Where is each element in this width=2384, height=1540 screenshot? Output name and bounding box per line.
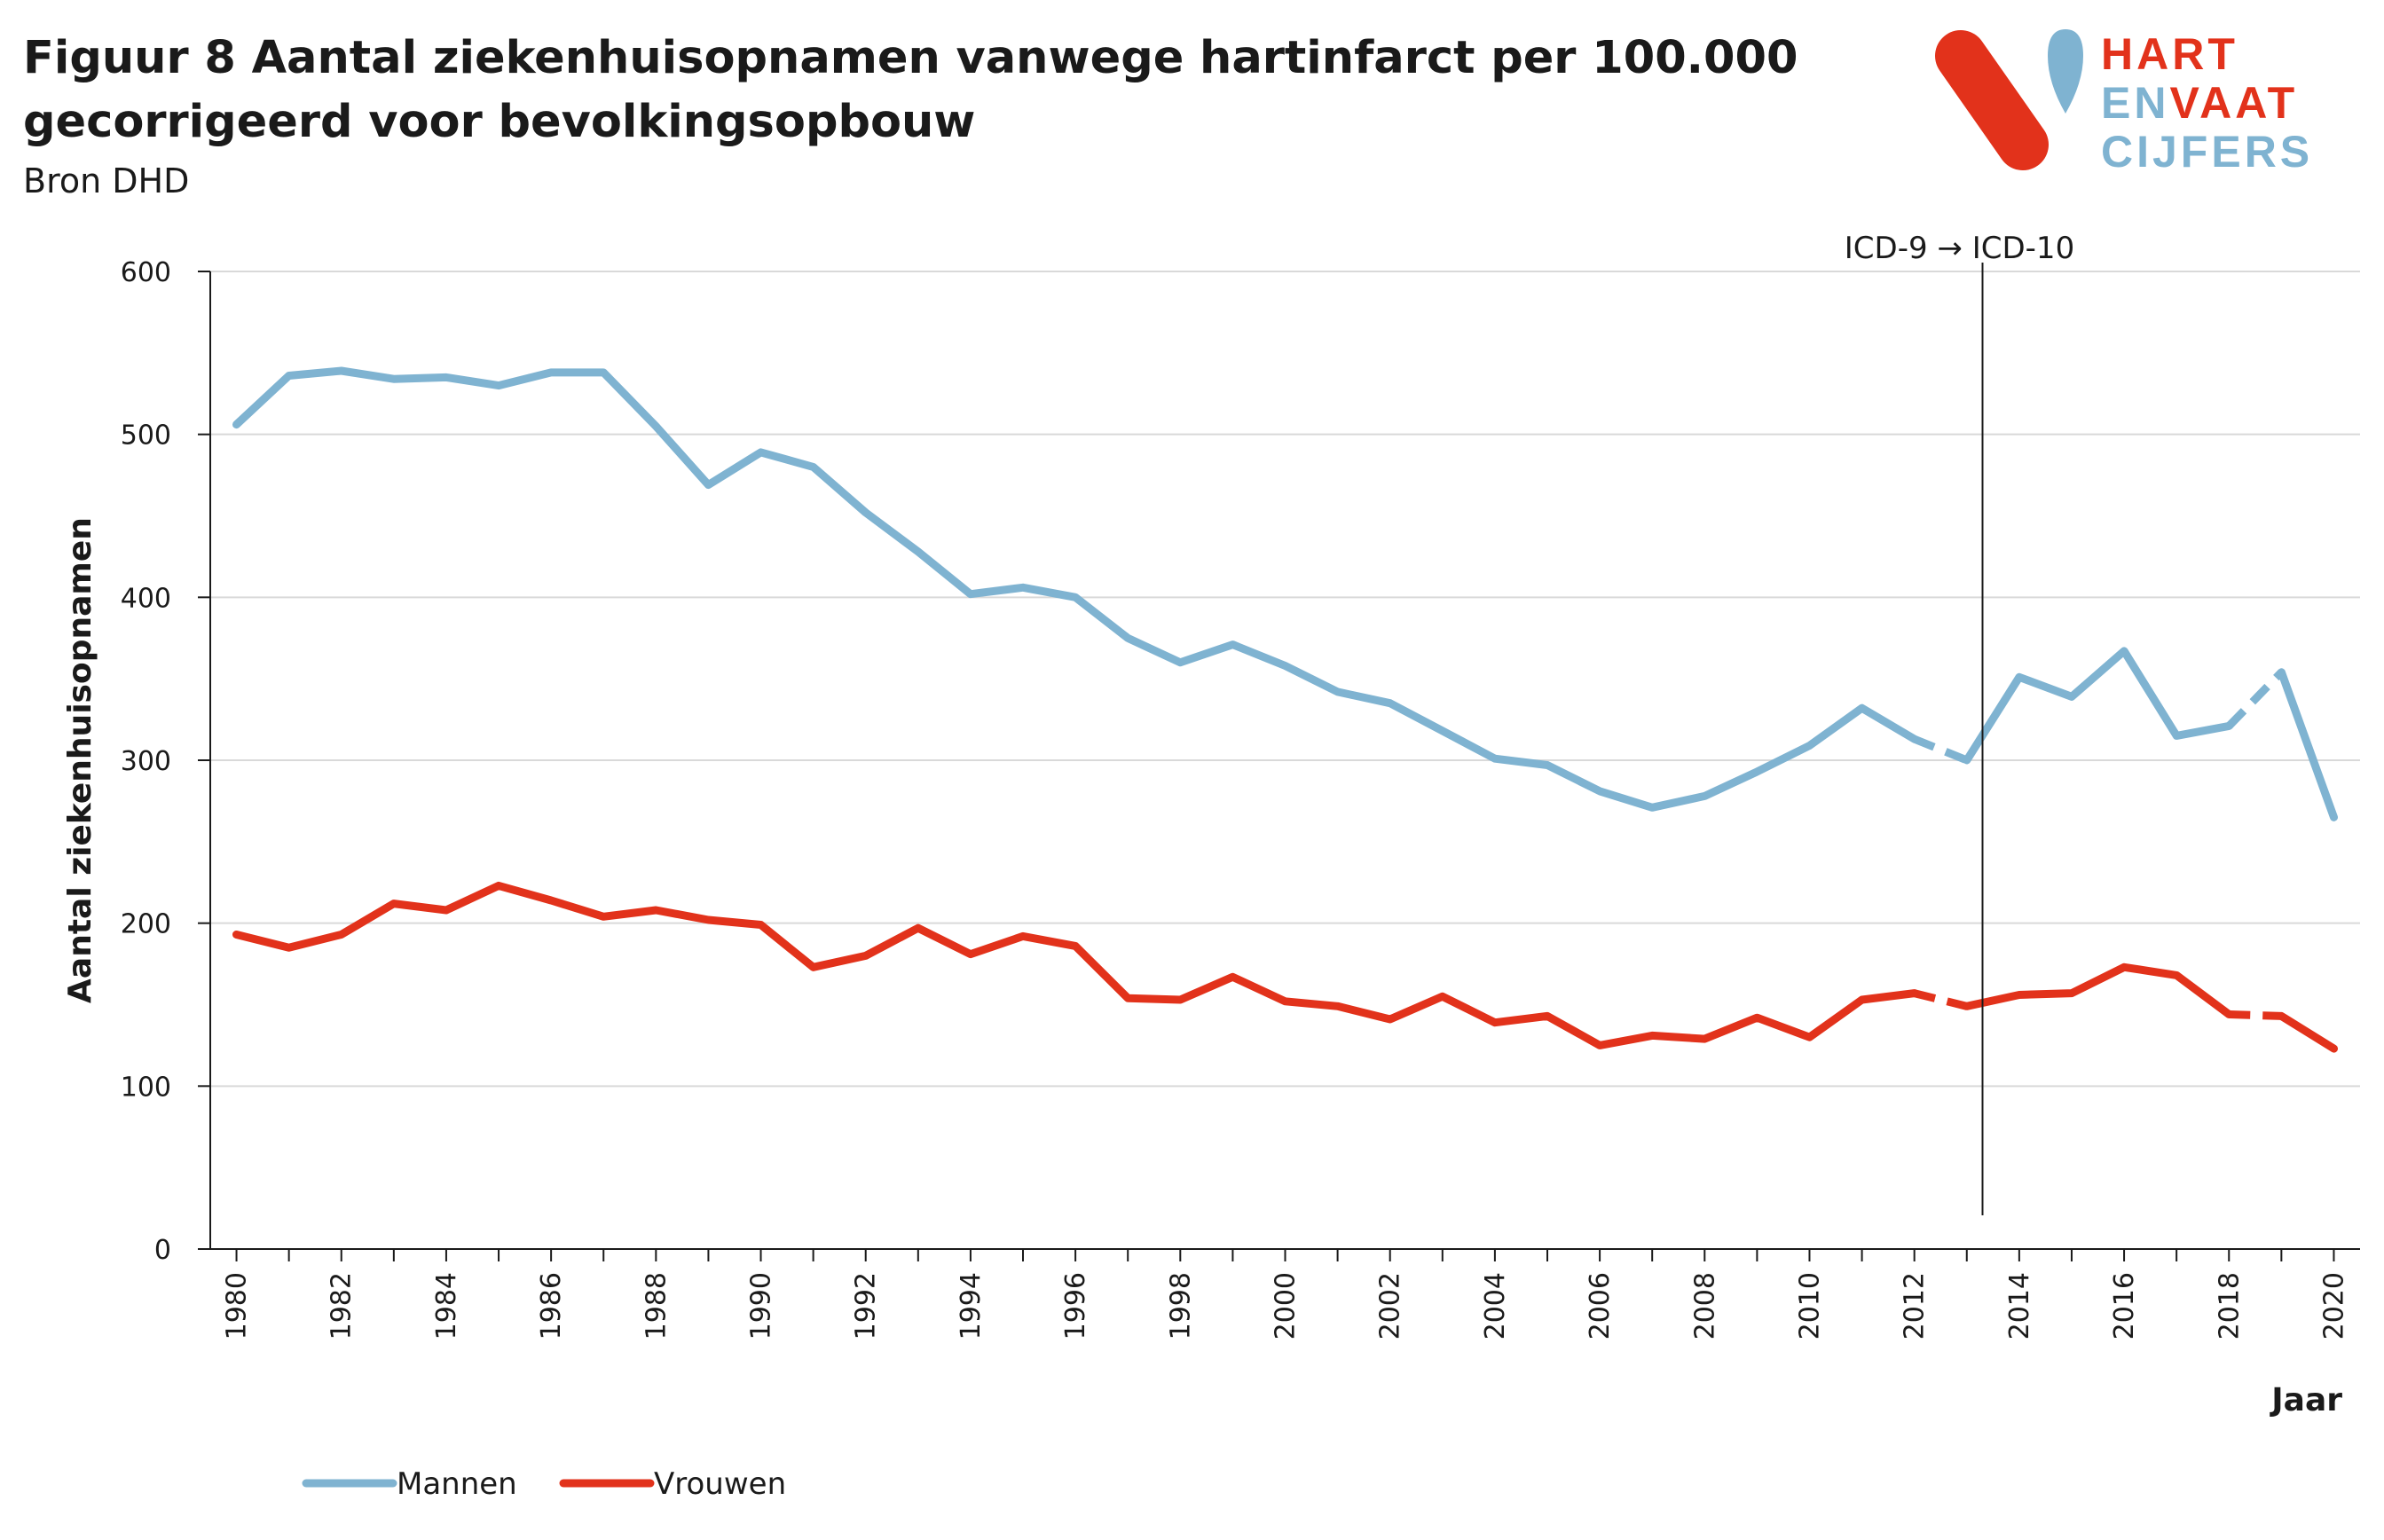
logo-text-cijfers: CIJFERS: [2101, 127, 2313, 176]
legend-label: Mannen: [397, 1466, 517, 1502]
legend-item-mannen: Mannen: [302, 1466, 517, 1502]
legend-item-vrouwen: Vrouwen: [559, 1466, 786, 1502]
x-tick-label: 1990: [746, 1272, 777, 1340]
x-tick-label: 1988: [641, 1272, 672, 1340]
x-tick-label: 2012: [1900, 1272, 1931, 1340]
figure-title: Figuur 8 Aantal ziekenhuisopnamen vanweg…: [23, 32, 1798, 148]
legend: Mannen Vrouwen: [302, 1466, 786, 1502]
x-axis-title: Jaar: [2269, 1382, 2342, 1418]
y-tick-label: 600: [121, 257, 171, 288]
x-tick-label: 2010: [1794, 1272, 1825, 1340]
logo-text-envaat: ENVAAT: [2101, 78, 2298, 128]
y-tick-label: 300: [121, 746, 171, 777]
gridlines: [210, 271, 2360, 1088]
y-axis-ticks: 0 100 200 300 400 500 600: [121, 257, 210, 1266]
series-lines: [232, 366, 2338, 1053]
series-line-segment: [1963, 962, 2233, 1018]
x-tick-label: 1994: [956, 1272, 987, 1340]
x-tick-label: 2000: [1271, 1272, 1302, 1340]
x-tick-label: 1980: [222, 1272, 253, 1340]
series-mannen: [232, 366, 2338, 821]
x-tick-label: 1982: [327, 1272, 358, 1340]
icd-annotation: ICD-9 → ICD-10: [1845, 231, 2074, 1215]
x-tick-label: 1992: [851, 1272, 882, 1340]
y-axis-title: Aantal ziekenhuisopnamen: [62, 517, 98, 1003]
x-tick-label: 1998: [1165, 1272, 1196, 1340]
x-tick-label: 2014: [2004, 1272, 2035, 1340]
series-line-segment: [232, 366, 1919, 812]
x-tick-label: 2016: [2109, 1272, 2140, 1340]
x-tick-label: 1986: [536, 1272, 567, 1340]
dashed-segment: [1913, 989, 1968, 1010]
figure-source: Bron DHD: [23, 161, 190, 200]
axes: [209, 271, 2360, 1250]
y-tick-label: 200: [121, 909, 171, 940]
x-tick-label: 2018: [2214, 1272, 2245, 1340]
y-tick-label: 0: [154, 1235, 171, 1266]
y-tick-label: 500: [121, 420, 171, 452]
x-tick-label: 2020: [2318, 1272, 2349, 1340]
dashed-segment: [2229, 1010, 2282, 1020]
series-vrouwen: [232, 881, 2338, 1053]
series-line-segment: [2277, 668, 2338, 821]
icd-change-label: ICD-9 → ICD-10: [1845, 231, 2074, 266]
x-tick-label: 2006: [1585, 1272, 1616, 1340]
x-tick-label: 2008: [1689, 1272, 1720, 1340]
logo-text-vaat: VAAT: [2169, 78, 2298, 128]
dashed-segment: [1912, 735, 1969, 765]
y-tick-label: 100: [121, 1072, 171, 1103]
dashed-segment: [2226, 669, 2285, 729]
hart-en-vaat-cijfers-logo: HART ENVAAT CIJFERS: [1935, 29, 2313, 176]
x-tick-label: 1984: [431, 1272, 462, 1340]
x-tick-label: 2002: [1375, 1272, 1406, 1340]
x-axis-ticks: 1980 1982 1984 1986 1988 1990 1992 1994 1996 1998…: [222, 1249, 2349, 1340]
legend-label: Vrouwen: [654, 1466, 786, 1502]
logo-text-en: EN: [2101, 78, 2169, 128]
x-tick-label: 2004: [1480, 1272, 1511, 1340]
x-tick-label: 1996: [1060, 1272, 1091, 1340]
logo-text-hart: HART: [2101, 29, 2238, 79]
series-line-segment: [1963, 647, 2233, 765]
series-line-segment: [232, 881, 1919, 1049]
logo-heart-icon: [1935, 29, 2083, 170]
series-line-segment: [2277, 1011, 2338, 1053]
y-tick-label: 400: [121, 583, 171, 614]
